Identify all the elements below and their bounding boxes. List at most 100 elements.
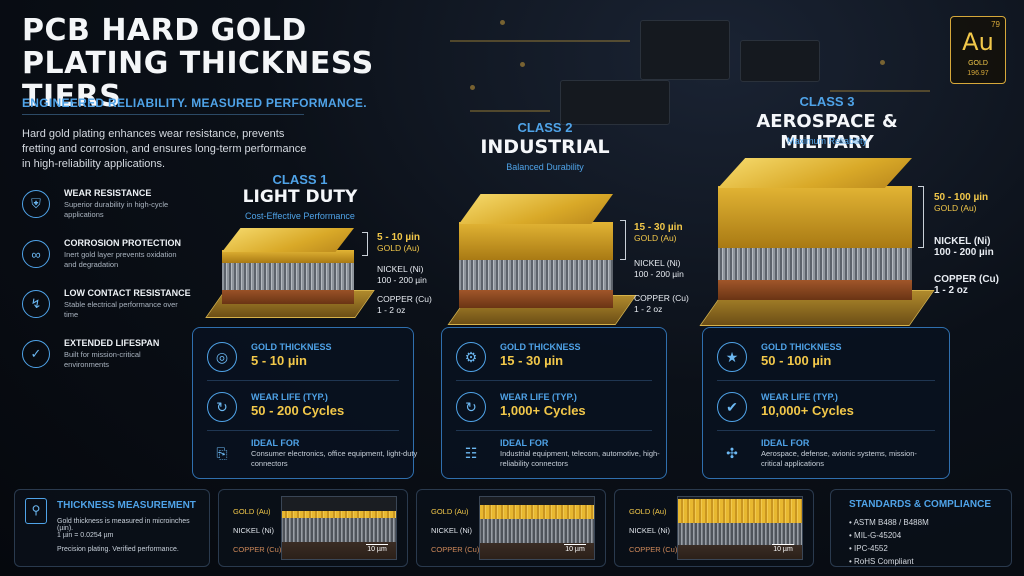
factory-icon: ⚙ (456, 342, 486, 372)
ideal-label: IDEAL FOR (251, 438, 300, 448)
xs-nickel-label: NICKEL (Ni) (431, 526, 472, 535)
xs-scale-label: 10 µm (367, 546, 387, 553)
class-1-gold-bracket (362, 232, 368, 256)
feature-title: LOW CONTACT RESISTANCE (64, 288, 191, 298)
xs-scale-bar: 10 µm (772, 543, 794, 553)
wear-value: 50 - 200 Cycles (251, 403, 345, 418)
ideal-desc: Aerospace, defense, avionic systems, mis… (761, 449, 917, 468)
class-3-nickel-range: 100 - 200 µin (934, 247, 994, 258)
gold-element-badge: 79 Au GOLD 196.97 (950, 16, 1006, 84)
class-2-copper-layer (459, 290, 613, 308)
xs-nickel-label: NICKEL (Ni) (629, 526, 670, 535)
background-dot (880, 60, 885, 65)
class-2-gold-spec: 15 - 30 µin GOLD (Au) (634, 222, 683, 244)
class-2-copper-spec: COPPER (Cu) 1 - 2 oz (634, 293, 689, 315)
class-2-nickel-layer (459, 258, 613, 290)
xs-copper-layer (480, 543, 594, 559)
class-3-gold-range: 50 - 100 µin (934, 192, 989, 203)
class-3-gold-side (718, 186, 912, 248)
background-chip (560, 80, 670, 125)
atomic-mass: 196.97 (967, 70, 989, 77)
feature-desc: Built for mission-critical environments (64, 350, 141, 369)
xs-micrograph: 10 µm (479, 496, 595, 560)
class-2-gold-top (459, 194, 613, 224)
class-1-nickel-layer (222, 262, 354, 290)
device-icon: ⎘ (216, 444, 228, 461)
cycle-icon: ↻ (456, 392, 486, 422)
cross-section-class-1: GOLD (Au) NICKEL (Ni) COPPER (Cu) 10 µm (218, 489, 408, 567)
feature-title: CORROSION PROTECTION (64, 238, 182, 248)
measurement-line-3: Precision plating. Verified performance. (57, 546, 179, 553)
class-3-gold-spec: 50 - 100 µin GOLD (Au) (934, 192, 988, 214)
feature-wear-resistance: ⛨ WEAR RESISTANCE Superior durability in… (22, 188, 202, 234)
class-3-gold-bracket (918, 186, 924, 248)
xs-scale-label: 10 µm (773, 546, 793, 553)
class-2-gold-label: GOLD (Au) (634, 233, 677, 243)
xs-copper-label: COPPER (Cu) (233, 545, 282, 554)
class-3-copper-range: 1 - 2 oz (934, 285, 968, 296)
feature-extended-lifespan: ✓ EXTENDED LIFESPAN Built for mission-cr… (22, 338, 202, 384)
wear-value: 1,000+ Cycles (500, 403, 586, 418)
standards-item: • RoHS Compliant (849, 557, 914, 566)
class-2-gold-side (459, 222, 613, 260)
class-3-copper-label: COPPER (Cu) (934, 274, 999, 285)
xs-copper-label: COPPER (Cu) (629, 545, 678, 554)
class-2-info-box: ⚙ GOLD THICKNESS 15 - 30 µin ↻ WEAR LIFE… (441, 327, 667, 479)
thickness-label: GOLD THICKNESS (761, 342, 842, 352)
xs-scale-bar: 10 µm (366, 543, 388, 553)
class-1-copper-label: COPPER (Cu) (377, 294, 432, 304)
chain-icon: ∞ (22, 240, 50, 268)
class-3-nickel-spec: NICKEL (Ni) 100 - 200 µin (934, 236, 994, 258)
xs-copper-layer (678, 545, 802, 559)
lightning-icon: ↯ (22, 290, 50, 318)
box-divider (717, 430, 935, 431)
xs-copper-layer (282, 542, 396, 559)
class-3-nickel-layer (718, 246, 912, 280)
standard-label: RoHS Compliant (854, 557, 914, 566)
class-1-copper-spec: COPPER (Cu) 1 - 2 oz (377, 294, 432, 316)
xs-micrograph: 10 µm (281, 496, 397, 560)
class-2-nickel-range: 100 - 200 µin (634, 269, 684, 279)
class-1-gold-spec: 5 - 10 µin GOLD (Au) (377, 232, 420, 254)
class-1-gold-range: 5 - 10 µin (377, 232, 420, 243)
thickness-label: GOLD THICKNESS (251, 342, 332, 352)
intro-text: Hard gold plating enhances wear resistan… (22, 128, 307, 170)
class-2-copper-label: COPPER (Cu) (634, 293, 689, 303)
xs-scale-label: 10 µm (565, 546, 585, 553)
class-1-subtitle: Cost-Effective Performance (245, 211, 355, 221)
wear-label: WEAR LIFE (TYP.) (251, 392, 328, 402)
class-1-nickel-spec: NICKEL (Ni) 100 - 200 µin (377, 264, 427, 286)
class-3-info-box: ★ GOLD THICKNESS 50 - 100 µin ✔ WEAR LIF… (702, 327, 950, 479)
standard-label: ASTM B488 / B488M (853, 518, 929, 527)
class-2-number: CLASS 2 (517, 120, 573, 135)
xs-copper-label: COPPER (Cu) (431, 545, 480, 554)
cycle-icon: ↻ (207, 392, 237, 422)
class-2-name: INDUSTRIAL (480, 136, 610, 158)
class-3-copper-spec: COPPER (Cu) 1 - 2 oz (934, 274, 999, 296)
atomic-number: 79 (991, 20, 1000, 29)
class-1-gold-label: GOLD (Au) (377, 243, 420, 253)
xs-gold-layer (480, 505, 594, 519)
background-chip (740, 40, 820, 82)
thickness-value: 5 - 10 µin (251, 353, 307, 368)
measurement-title: THICKNESS MEASUREMENT (57, 500, 196, 511)
wear-label: WEAR LIFE (TYP.) (761, 392, 838, 402)
standard-label: MIL-G-45204 (854, 531, 902, 540)
background-trace (450, 40, 630, 42)
xs-gold-layer (282, 511, 396, 518)
ideal-label: IDEAL FOR (761, 438, 810, 448)
cross-section-class-2: GOLD (Au) NICKEL (Ni) COPPER (Cu) 10 µm (416, 489, 606, 567)
xs-micrograph: 10 µm (677, 496, 803, 560)
class-2-copper-range: 1 - 2 oz (634, 304, 663, 314)
shield-icon: ⛨ (22, 190, 50, 218)
class-2-gold-bracket (620, 220, 626, 260)
class-3-copper-layer (718, 280, 912, 300)
thickness-measurement-panel: ⚲ THICKNESS MEASUREMENT Gold thickness i… (14, 489, 210, 567)
class-2-gold-range: 15 - 30 µin (634, 222, 683, 233)
class-3-subtitle: Maximum Reliability (786, 136, 867, 146)
thickness-value: 50 - 100 µin (761, 353, 832, 368)
class-3-nickel-label: NICKEL (Ni) (934, 236, 991, 247)
measurement-line-2: 1 µin = 0.0254 µm (57, 532, 114, 539)
xs-gold-layer (678, 499, 802, 523)
feature-title: WEAR RESISTANCE (64, 188, 152, 198)
